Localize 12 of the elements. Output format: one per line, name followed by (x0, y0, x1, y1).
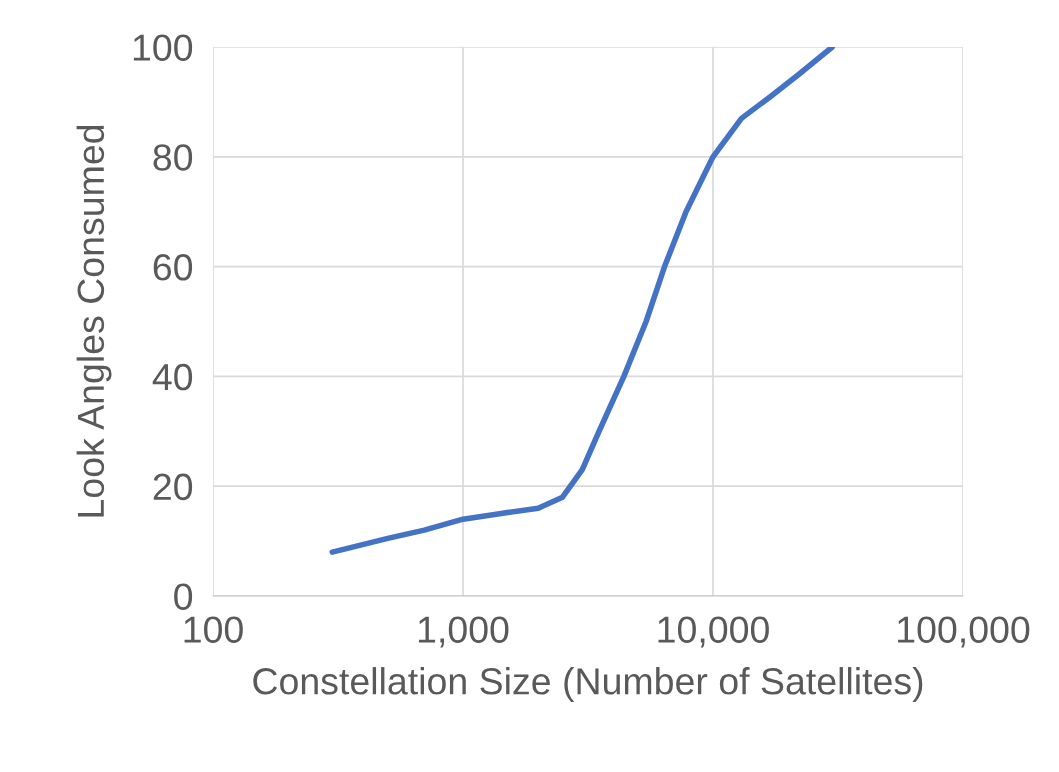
y-tick-label: 60 (153, 254, 193, 281)
x-tick-label: 10,000 (658, 616, 769, 648)
y-tick-label: 40 (152, 363, 193, 391)
x-tick-label: 100 (184, 616, 243, 643)
x-tick-label: 100,000 (898, 616, 1030, 648)
y-tick-label: 0 (174, 583, 193, 610)
x-axis-title: Constellation Size (Number of Satellites) (253, 667, 923, 703)
y-axis-title: Look Angles Consumed (76, 125, 112, 517)
y-tick-label: 20 (153, 473, 193, 501)
x-tick-label: 1,000 (418, 616, 509, 648)
y-tick-label: 100 (133, 34, 193, 61)
y-tick-label: 80 (153, 144, 193, 171)
